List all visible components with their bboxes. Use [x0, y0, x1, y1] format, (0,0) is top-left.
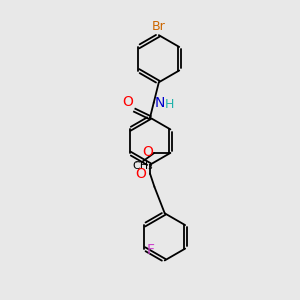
- Text: methoxy: methoxy: [136, 162, 142, 163]
- Text: N: N: [154, 96, 165, 110]
- Text: O: O: [142, 146, 153, 159]
- Text: CH₃: CH₃: [133, 161, 153, 171]
- Text: O: O: [122, 95, 133, 109]
- Text: F: F: [147, 243, 155, 257]
- Text: Br: Br: [152, 20, 166, 33]
- Text: H: H: [165, 98, 174, 111]
- Text: O: O: [136, 167, 146, 181]
